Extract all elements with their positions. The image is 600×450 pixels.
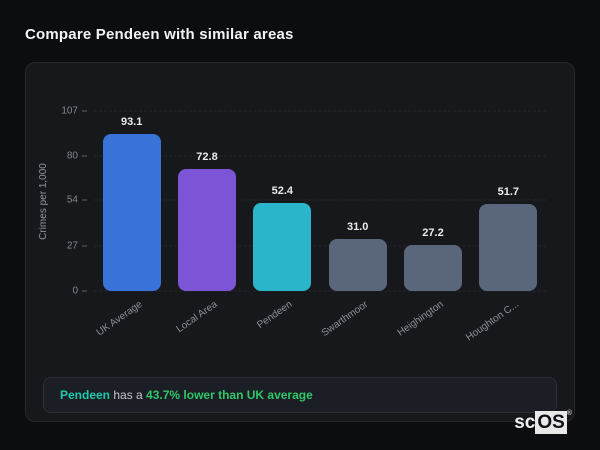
y-tick-label: 27	[67, 240, 87, 251]
gridline	[94, 290, 546, 292]
logo-prefix: sc	[514, 412, 536, 433]
y-tick-mark	[82, 110, 87, 112]
chart-card: Crimes per 1,000 0 27 54 80 107 93.1 UK Averag…	[25, 62, 575, 422]
note-highlight: 43.7% lower than UK average	[146, 388, 313, 402]
gridline	[94, 199, 546, 201]
y-tick-mark	[82, 245, 87, 247]
x-axis-label: Pendeen	[255, 299, 295, 331]
note-area-name: Pendeen	[60, 388, 111, 402]
bar-slot: 72.8 Local Area	[169, 111, 244, 335]
bar-slot: 93.1 UK Average	[94, 111, 169, 339]
bar-value-label: 72.8	[196, 150, 218, 163]
bar-value-label: 51.7	[497, 186, 520, 199]
y-tick-label: 107	[61, 106, 87, 117]
logo-suffix: OS	[535, 411, 567, 434]
gridline	[94, 155, 546, 157]
bar-value-label: 52.4	[271, 184, 294, 197]
bar-value-label: 31.0	[346, 220, 369, 233]
note-connector: has a	[110, 388, 147, 402]
y-tick-label: 80	[67, 151, 87, 162]
y-axis-title-wrap: Crimes per 1,000	[26, 111, 60, 291]
bar-slot: 51.7 Houghton C...	[464, 111, 546, 343]
bar-slot: 27.2 Heighington	[395, 111, 470, 339]
y-tick-mark	[82, 199, 87, 201]
bar-uk-average[interactable]	[102, 134, 161, 291]
y-tick-mark	[82, 290, 87, 292]
plot-area: 0 27 54 80 107 93.1 UK Average 72.8 Local Area 52…	[61, 106, 546, 343]
x-axis-label: UK Average	[94, 299, 145, 339]
y-axis-title: Crimes per 1,000	[37, 162, 49, 240]
bar-pendeen[interactable]	[253, 202, 312, 291]
y-tick-label: 0	[72, 286, 87, 297]
bar-houghton-c-[interactable]	[479, 204, 538, 291]
y-tick-mark	[82, 155, 87, 157]
bar-slot: 31.0 Swarthmoor	[320, 111, 395, 339]
bar-value-label: 27.2	[422, 227, 444, 240]
gridline	[94, 110, 546, 112]
x-axis-label: Local Area	[174, 299, 220, 336]
gridline	[94, 245, 546, 247]
comparison-note: Pendeen has a 43.7% lower than UK averag…	[43, 377, 557, 413]
x-axis-label: Houghton C...	[463, 299, 521, 344]
bar-local-area[interactable]	[177, 168, 236, 291]
bar-value-label: 93.1	[120, 116, 143, 129]
scos-logo: sc OS ®	[514, 410, 572, 434]
bar-slot: 52.4 Pendeen	[245, 111, 320, 331]
x-axis-label: Swarthmoor	[319, 299, 371, 339]
registered-trademark-icon: ®	[566, 410, 572, 417]
bar-heighington[interactable]	[403, 245, 462, 291]
x-axis-label: Heighington	[395, 299, 446, 339]
page-title: Compare Pendeen with similar areas	[25, 26, 294, 43]
bar-swarthmoor[interactable]	[328, 238, 387, 291]
y-tick-label: 54	[67, 195, 87, 206]
